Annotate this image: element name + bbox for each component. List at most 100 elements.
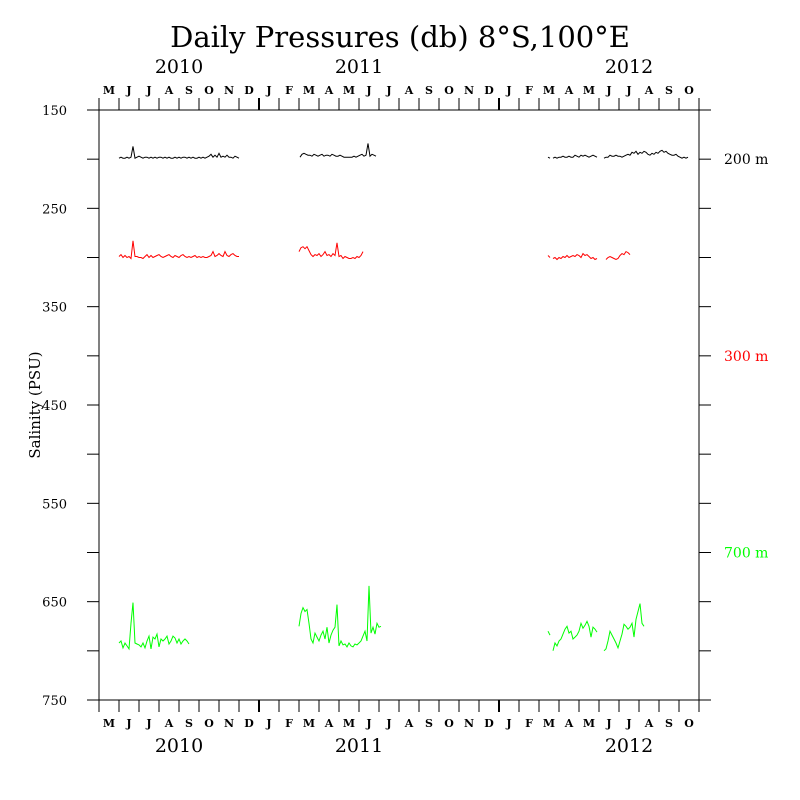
month-label-bottom: A: [164, 717, 174, 730]
plot-frame: [98, 109, 700, 701]
series-line-segment: [552, 252, 598, 261]
month-label-bottom: O: [684, 717, 694, 730]
month-label-bottom: A: [644, 717, 654, 730]
month-label-top: M: [103, 84, 115, 97]
year-label-bottom: 2011: [335, 735, 383, 757]
month-label-bottom: J: [145, 717, 151, 730]
month-label-top: S: [185, 84, 193, 97]
series-line-segment: [118, 602, 190, 651]
month-label-bottom: D: [244, 717, 254, 730]
month-label-top: F: [525, 84, 533, 97]
series-line-segment: [552, 154, 598, 159]
month-label-top: M: [583, 84, 595, 97]
y-tick-label: 750: [42, 694, 67, 709]
month-label-top: J: [365, 84, 371, 97]
series-line-segment: [298, 242, 364, 260]
month-label-bottom: M: [303, 717, 315, 730]
y-axis-label: Salinity (PSU): [26, 351, 44, 458]
month-label-bottom: J: [385, 717, 391, 730]
month-label-bottom: D: [484, 717, 494, 730]
y-tick-label: 550: [42, 497, 67, 512]
month-label-bottom: M: [543, 717, 555, 730]
year-label-top: 2011: [335, 56, 383, 78]
axes: 150250350450550650750MMJJJJAASSOONNDDJJF…: [42, 56, 711, 757]
month-label-top: D: [244, 84, 254, 97]
year-label-bottom: 2012: [605, 735, 653, 757]
month-label-bottom: A: [564, 717, 574, 730]
series-300-m: [118, 240, 631, 261]
month-label-top: J: [125, 84, 131, 97]
chart-title: Daily Pressures (db) 8°S,100°E: [170, 20, 630, 54]
month-label-bottom: M: [343, 717, 355, 730]
month-label-top: A: [564, 84, 574, 97]
right-labels: 200 m 300 m 700 m: [724, 152, 768, 561]
y-tick-label: 250: [42, 202, 67, 217]
series-line-segment: [603, 603, 645, 652]
series-label: 700 m: [724, 546, 768, 562]
month-label-top: D: [484, 84, 494, 97]
month-label-top: A: [404, 84, 414, 97]
month-label-bottom: S: [425, 717, 433, 730]
month-label-top: F: [285, 84, 293, 97]
year-label-top: 2012: [605, 56, 653, 78]
month-label-bottom: M: [103, 717, 115, 730]
month-label-bottom: F: [285, 717, 293, 730]
y-tick-label: 450: [42, 399, 67, 414]
month-label-bottom: J: [505, 717, 511, 730]
month-label-bottom: A: [404, 717, 414, 730]
series-label: 200 m: [724, 152, 768, 168]
month-label-top: N: [464, 84, 474, 97]
month-label-top: S: [425, 84, 433, 97]
series-group: [118, 143, 689, 652]
series-line-segment: [547, 630, 551, 636]
month-label-top: M: [343, 84, 355, 97]
series-label: 300 m: [724, 349, 768, 365]
y-tick-label: 650: [42, 596, 67, 611]
month-label-top: J: [265, 84, 271, 97]
month-label-top: J: [385, 84, 391, 97]
series-line-segment: [552, 620, 598, 651]
month-label-bottom: N: [464, 717, 474, 730]
month-label-bottom: S: [665, 717, 673, 730]
series-200-m: [118, 143, 689, 159]
month-label-top: O: [444, 84, 454, 97]
month-label-bottom: A: [324, 717, 334, 730]
month-label-bottom: J: [265, 717, 271, 730]
month-label-bottom: M: [583, 717, 595, 730]
month-label-top: M: [543, 84, 555, 97]
series-line-segment: [118, 146, 240, 159]
year-label-bottom: 2010: [155, 735, 203, 757]
month-label-bottom: J: [605, 717, 611, 730]
series-line-segment: [547, 156, 551, 159]
y-tick-label: 350: [42, 301, 67, 316]
month-label-top: A: [164, 84, 174, 97]
month-label-top: O: [684, 84, 694, 97]
month-label-bottom: J: [625, 717, 631, 730]
month-label-top: J: [505, 84, 511, 97]
y-tick-label: 150: [42, 104, 67, 119]
month-label-bottom: S: [185, 717, 193, 730]
series-line-segment: [603, 149, 689, 159]
series-line-segment: [298, 585, 382, 648]
month-label-bottom: O: [444, 717, 454, 730]
month-label-top: A: [324, 84, 334, 97]
month-label-top: J: [605, 84, 611, 97]
month-label-top: A: [644, 84, 654, 97]
series-line-segment: [605, 250, 631, 261]
month-label-top: J: [625, 84, 631, 97]
month-label-bottom: O: [204, 717, 214, 730]
series-line-segment: [299, 143, 377, 158]
month-label-top: S: [665, 84, 673, 97]
month-label-top: O: [204, 84, 214, 97]
month-label-bottom: J: [365, 717, 371, 730]
series-line-segment: [118, 240, 239, 260]
month-label-bottom: J: [125, 717, 131, 730]
series-700-m: [118, 585, 645, 652]
year-label-top: 2010: [155, 56, 203, 78]
month-label-top: M: [303, 84, 315, 97]
month-label-top: N: [224, 84, 234, 97]
month-label-top: J: [145, 84, 151, 97]
month-label-bottom: N: [224, 717, 234, 730]
